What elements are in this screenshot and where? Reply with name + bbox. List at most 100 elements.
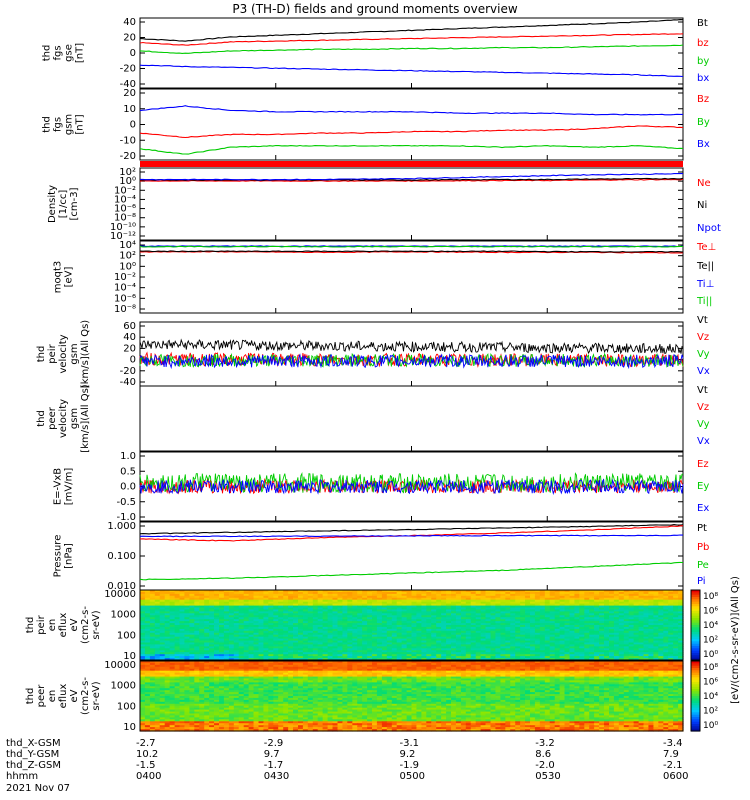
spectrogram-cell <box>396 670 403 674</box>
spectrogram-cell <box>169 591 176 595</box>
spectrogram-cell <box>525 613 531 616</box>
spectrogram-cell <box>539 648 546 651</box>
spectrogram-cell <box>248 658 255 661</box>
spectrogram-cell <box>431 628 437 632</box>
spectrogram-cell <box>317 650 324 653</box>
spectrogram-cell <box>653 623 659 626</box>
spectrogram-cell <box>347 634 353 638</box>
spectrogram-cell <box>530 613 536 616</box>
spectrogram-cell <box>174 603 181 607</box>
spectrogram-cell <box>539 630 546 634</box>
spectrogram-cell <box>441 662 447 666</box>
spectrogram-cell <box>396 605 403 609</box>
spectrogram-cell <box>455 648 462 651</box>
spectrogram-cell <box>238 656 245 659</box>
spectrogram-cell <box>391 625 398 628</box>
spectrogram-cell <box>263 621 269 624</box>
spectrogram-cell <box>633 632 640 636</box>
spectrogram-cell <box>367 630 373 634</box>
spectrogram-cell <box>599 595 605 599</box>
spectrogram-cell <box>673 646 679 649</box>
spectrogram-cell <box>599 625 605 628</box>
spectrogram-cell <box>140 630 146 634</box>
spectrogram-cell <box>431 605 437 609</box>
spectrogram-cell <box>248 650 255 653</box>
spectrogram-cell <box>219 613 225 616</box>
spectrogram-cell <box>618 605 625 609</box>
spectrogram-cell <box>584 668 590 672</box>
spectrogram-cell <box>199 646 205 649</box>
spectrogram-cell <box>584 590 590 593</box>
spectrogram-cell <box>149 670 156 674</box>
spectrogram-cell <box>584 658 590 661</box>
spectrogram-cell <box>184 628 190 632</box>
spectrogram-cell <box>391 662 398 666</box>
spectrogram-cell <box>431 625 437 628</box>
spectrogram-cell <box>539 654 546 657</box>
spectrogram-cell <box>515 621 521 624</box>
spectrogram-cell <box>604 597 610 601</box>
spectrogram-cell <box>372 650 378 653</box>
spectrogram-cell <box>352 648 358 651</box>
spectrogram-cell <box>179 607 185 610</box>
spectrogram-cell <box>623 640 630 644</box>
spectrogram-cell <box>263 632 269 636</box>
spectrogram-cell <box>337 636 343 640</box>
spectrogram-cell <box>169 661 176 664</box>
spectrogram-cell <box>307 615 314 618</box>
spectrogram-cell <box>426 670 432 674</box>
spectrogram-cell <box>569 666 575 670</box>
spectrogram-cell <box>633 595 640 599</box>
spectrogram-cell <box>273 613 279 616</box>
spectrogram-cell <box>149 611 156 614</box>
spectrogram-cell <box>411 654 417 657</box>
spectrogram-cell <box>184 672 190 676</box>
spectrogram-cell <box>549 646 556 649</box>
spectrogram-cell <box>451 664 457 668</box>
spectrogram-cell <box>480 644 487 647</box>
spectrogram-cell <box>490 615 496 618</box>
spectrogram-cell <box>658 611 664 614</box>
spectrogram-cell <box>194 648 200 651</box>
spectrogram-cell <box>623 652 630 655</box>
spectrogram-cell <box>421 656 427 659</box>
spectrogram-cell <box>525 632 531 636</box>
spectrogram-cell <box>288 672 294 676</box>
spectrogram-cell <box>219 650 225 653</box>
spectrogram-cell <box>436 632 442 636</box>
spectrogram-cell <box>283 640 289 644</box>
spectrogram-cell <box>451 634 457 638</box>
spectrogram-cell <box>465 615 472 618</box>
spectrogram-cell <box>599 615 605 618</box>
spectrogram-cell <box>436 619 442 622</box>
spectrogram-cell <box>574 630 580 634</box>
spectrogram-cell <box>623 658 630 661</box>
spectrogram-cell <box>579 632 585 636</box>
spectrogram-cell <box>401 625 408 628</box>
spectrogram-cell <box>520 661 526 664</box>
spectrogram-cell <box>638 591 645 595</box>
spectrogram-cell <box>633 590 640 593</box>
spectrogram-cell <box>416 638 422 642</box>
spectrogram-cell <box>569 646 575 649</box>
spectrogram-cell <box>317 597 324 601</box>
spectrogram-cell <box>376 623 383 626</box>
spectrogram-cell <box>174 599 181 603</box>
spectrogram-cell <box>293 632 299 636</box>
spectrogram-cell <box>554 605 561 609</box>
spectrogram-cell <box>184 644 190 647</box>
spectrogram-cell <box>184 613 190 616</box>
spectrogram-cell <box>569 648 575 651</box>
spectrogram-cell <box>559 646 566 649</box>
spectrogram-cell <box>599 617 605 620</box>
ylabel-line: Pressure <box>53 535 64 578</box>
spectrogram-cell <box>362 593 368 597</box>
spectrogram-cell <box>500 597 506 601</box>
spectrogram-cell <box>302 617 309 620</box>
spectrogram-cell <box>594 590 600 593</box>
spectrogram-cell <box>643 609 649 612</box>
spectrogram-cell <box>189 617 195 620</box>
spectrogram-cell <box>525 662 531 666</box>
spectrogram-cell <box>579 621 585 624</box>
spectrogram-cell <box>623 617 630 620</box>
